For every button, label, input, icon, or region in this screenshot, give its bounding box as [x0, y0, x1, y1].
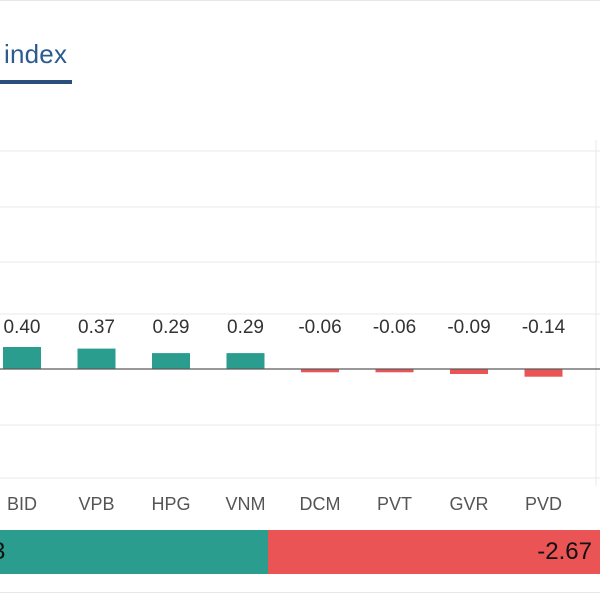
data-label-vpb: 0.37 — [78, 317, 115, 338]
data-label-vnm: 0.29 — [227, 317, 264, 338]
data-label-pvd: -0.14 — [522, 317, 566, 338]
summary-positive-label: 3 — [0, 530, 5, 574]
panel-top-border — [0, 0, 600, 1]
data-label-dcm: -0.06 — [298, 317, 341, 338]
data-label-hpg: 0.29 — [153, 317, 190, 338]
tick-label-vnm: VNM — [226, 494, 266, 514]
bar-hpg — [152, 353, 190, 369]
summary-bar: 3 -2.67 — [0, 530, 600, 574]
tick-label-hpg: HPG — [151, 494, 190, 514]
bar-dcm — [301, 369, 339, 373]
tab-index[interactable]: index — [0, 36, 72, 86]
tick-label-pvt: PVT — [377, 494, 412, 514]
panel-bottom-border — [0, 592, 600, 593]
tick-label-vpb: VPB — [78, 494, 114, 514]
data-label-pvt: -0.06 — [373, 317, 416, 338]
bar-pvt — [375, 369, 414, 373]
tick-label-bid: BID — [7, 494, 37, 514]
tick-label-pvd: PVD — [525, 494, 562, 514]
summary-negative-segment: -2.67 — [268, 530, 600, 574]
bar-bid — [3, 347, 41, 369]
bar-gvr — [450, 369, 488, 374]
summary-negative-label: -2.67 — [537, 538, 592, 565]
tab-index-label: index — [4, 39, 68, 69]
tab-active-underline — [0, 80, 72, 84]
bar-vnm — [226, 353, 265, 369]
tick-label-gvr: GVR — [449, 494, 488, 514]
bar-vpb — [77, 348, 116, 369]
summary-positive-segment: 3 — [0, 530, 268, 574]
tick-label-dcm: DCM — [300, 494, 341, 514]
data-label-gvr: -0.09 — [447, 317, 490, 338]
bar-pvd — [524, 369, 563, 377]
data-label-bid: 0.40 — [4, 317, 41, 338]
